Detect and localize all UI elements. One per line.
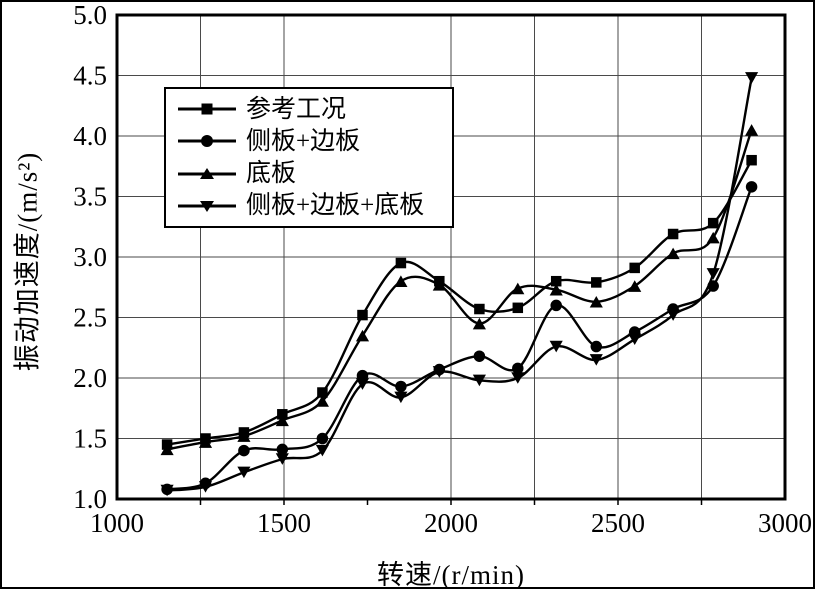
y-axis-title: 振动加速度/(m/s²) [12, 151, 43, 372]
series-2-marker-triangle-up [745, 124, 759, 136]
x-axis-title: 转速/(r/min) [377, 560, 525, 589]
triangle-down-icon [200, 200, 214, 212]
legend-swatch-square [178, 103, 236, 115]
y-tick-label: 1.5 [73, 424, 107, 454]
legend-item-1: 侧板+边板 [178, 126, 452, 156]
series-1-marker-circle [590, 340, 603, 353]
series-2-marker-triangle-up [315, 395, 329, 407]
series-0-marker-square [667, 228, 679, 240]
series-3-marker-triangle-down [198, 481, 213, 493]
legend-item-3: 侧板+边板+底板 [178, 191, 452, 221]
series-3-marker-triangle-down [589, 354, 603, 366]
triangle-up-icon [200, 167, 214, 179]
x-tick-label: 2500 [591, 508, 645, 538]
series-2-marker-triangle-up [160, 443, 174, 456]
circle-icon [201, 135, 213, 148]
series-3-marker-triangle-down [237, 466, 251, 479]
series-1-marker-circle [276, 443, 289, 456]
series-3-marker-triangle-down [549, 340, 563, 353]
legend-label: 侧板+边板 [246, 127, 361, 155]
series-2-marker-triangle-up [237, 430, 251, 442]
legend-swatch-triangle-up [178, 167, 236, 179]
series-2-marker-triangle-up [472, 317, 486, 330]
series-0-marker-square [629, 262, 640, 274]
y-tick-label: 4.5 [73, 61, 107, 91]
series-1-marker-circle [550, 299, 562, 312]
series-3-marker-triangle-down [355, 378, 370, 390]
series-2-marker-triangle-up [394, 275, 408, 287]
x-tick-label: 1500 [257, 508, 311, 538]
series-0-marker-square [474, 303, 485, 315]
series-3-marker-triangle-down [160, 484, 174, 497]
y-tick-label: 3.5 [73, 182, 107, 212]
series-0-marker-square [512, 302, 524, 314]
series-0-marker-square [277, 409, 288, 420]
series-curve-1 [166, 186, 753, 491]
series-0-marker-square [746, 154, 757, 166]
series-3-marker-triangle-down [745, 72, 759, 84]
series-2-marker-triangle-up [549, 283, 563, 296]
series-3-marker-triangle-down [432, 366, 446, 378]
y-tick-label: 5.0 [73, 2, 107, 30]
series-2-marker-triangle-up [355, 329, 370, 342]
legend-item-2: 底板 [178, 159, 452, 189]
y-tick-label: 3.0 [73, 242, 107, 272]
series-1-marker-circle [395, 380, 407, 393]
y-tick-label: 1.0 [73, 484, 107, 514]
series-3-marker-triangle-down [706, 268, 720, 280]
series-0-marker-square [707, 217, 719, 229]
series-0-marker-square [395, 257, 407, 269]
series-curve-2 [166, 129, 753, 451]
series-2-marker-triangle-up [275, 414, 289, 427]
series-2-marker-triangle-up [432, 279, 446, 291]
series-3-marker-triangle-down [666, 309, 680, 321]
series-1-marker-circle [238, 444, 250, 457]
legend-label: 参考工况 [246, 95, 347, 123]
series-0-marker-square [550, 275, 562, 287]
series-2-marker-triangle-up [511, 282, 525, 295]
series-2-marker-triangle-up [628, 280, 642, 292]
series-0-marker-square [317, 387, 328, 398]
series-3-marker-triangle-down [628, 333, 642, 346]
series-2-marker-triangle-up [706, 231, 720, 244]
series-3-marker-triangle-down [511, 372, 525, 384]
series-0-marker-square [591, 277, 602, 288]
series-3-marker-triangle-down [472, 374, 486, 387]
series-1-marker-circle [473, 350, 486, 362]
series-3-marker-triangle-down [394, 391, 408, 404]
chart-legend: 参考工况侧板+边板底板侧板+边板+底板 [164, 87, 454, 228]
series-3-marker-triangle-down [275, 453, 289, 465]
y-tick-label: 2.0 [73, 363, 107, 393]
legend-label: 底板 [246, 160, 297, 188]
plot-border [115, 13, 787, 501]
series-curve-0 [166, 159, 753, 446]
series-3-marker-triangle-down [315, 444, 329, 457]
legend-label: 侧板+边板+底板 [246, 192, 425, 220]
legend-item-0: 参考工况 [178, 94, 452, 124]
series-1-marker-circle [316, 432, 329, 445]
series-2-marker-triangle-up [198, 436, 213, 448]
series-0-marker-square [357, 309, 368, 321]
y-tick-label: 2.5 [73, 303, 107, 333]
legend-swatch-triangle-down [178, 200, 236, 212]
series-1-marker-circle [512, 362, 524, 375]
series-1-marker-circle [745, 181, 758, 193]
square-icon [201, 103, 213, 115]
series-2-marker-triangle-up [666, 247, 680, 260]
legend-swatch-circle [178, 135, 236, 148]
x-tick-label: 2000 [424, 508, 478, 538]
x-tick-label: 3000 [758, 508, 812, 538]
y-tick-label: 4.0 [73, 121, 107, 151]
series-2-marker-triangle-up [589, 295, 603, 308]
x-tick-label: 1000 [90, 508, 144, 538]
